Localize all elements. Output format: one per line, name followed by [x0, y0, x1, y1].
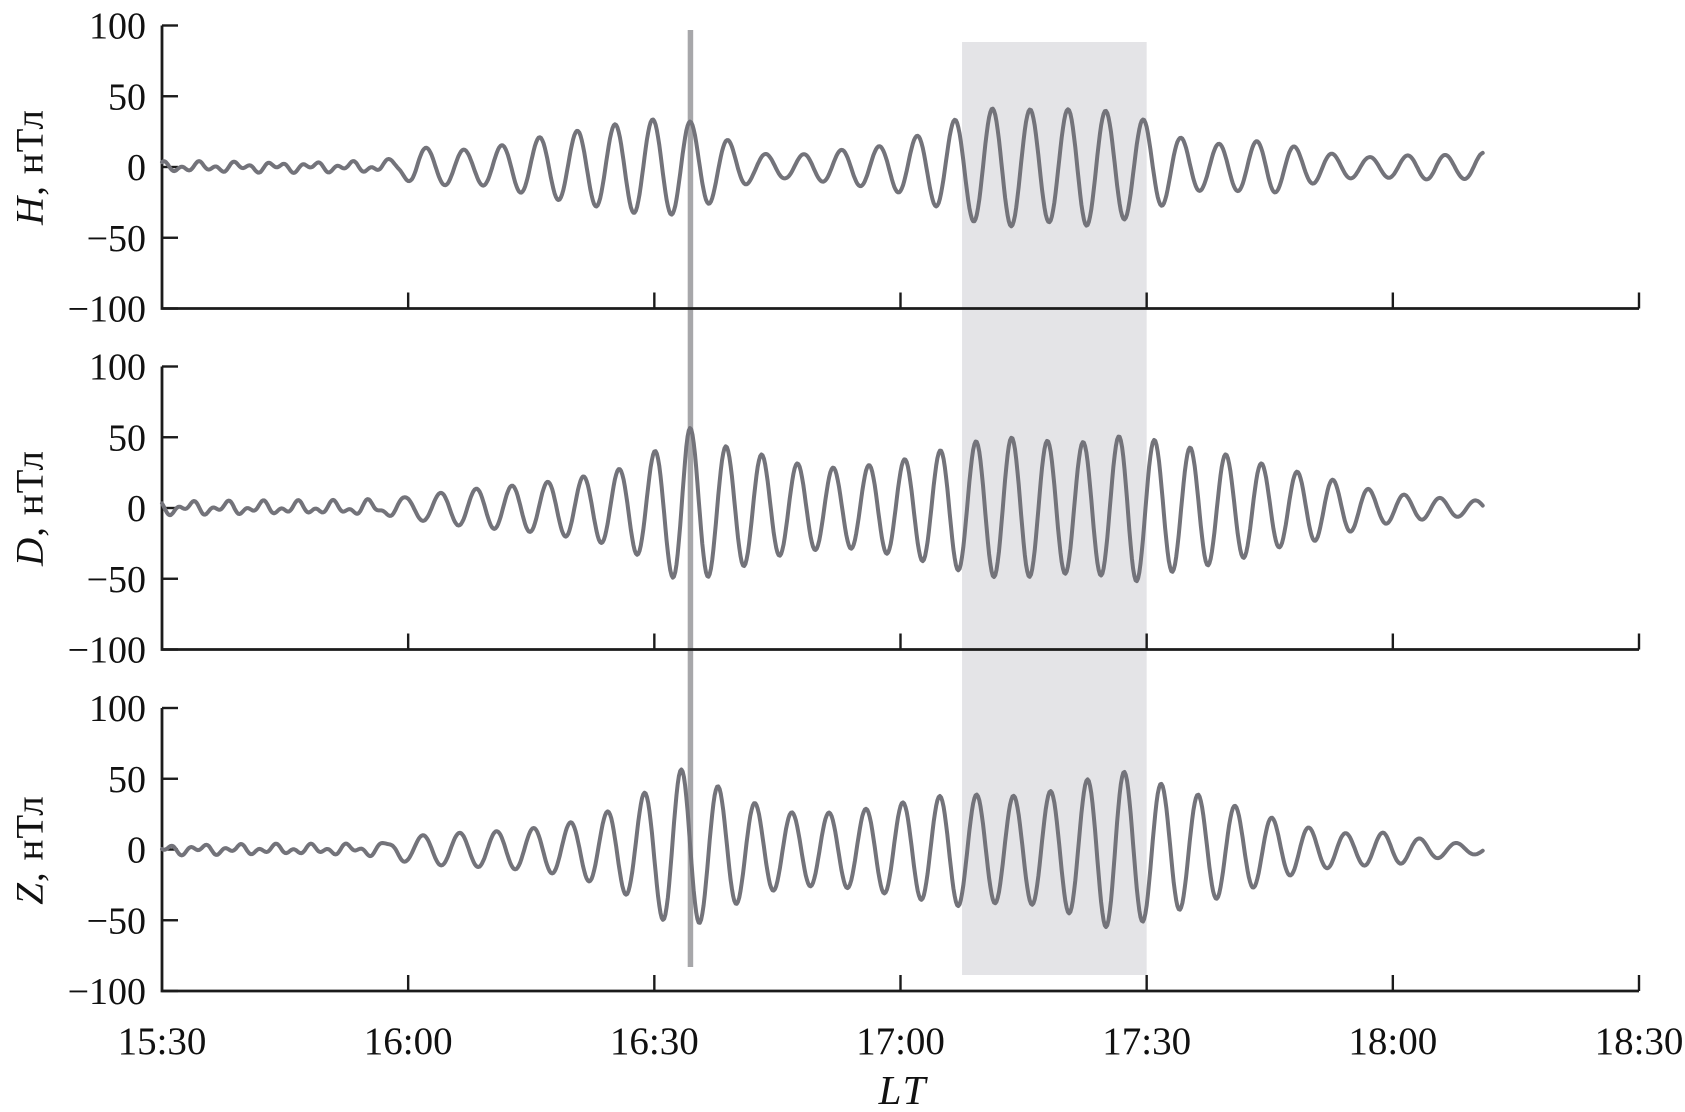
x-tick-label: 17:30 [1102, 1020, 1191, 1063]
y-axis-label-Z-unit: , нТл [8, 794, 52, 882]
panel-Z-axes [160, 708, 1639, 993]
y-tick-label: 50 [108, 417, 146, 459]
y-tick-label: −100 [68, 630, 146, 672]
x-axis-label: LT [878, 1067, 928, 1112]
y-tick-label: 0 [127, 830, 146, 872]
y-tick-label: −50 [87, 900, 146, 942]
y-tick-label: −50 [87, 559, 146, 601]
y-tick-label: 100 [89, 6, 146, 48]
y-tick-label: −100 [68, 971, 146, 1013]
y-axis-label-H-var: H [8, 195, 52, 225]
y-tick-label: 50 [108, 759, 146, 801]
x-tick-label: 18:30 [1595, 1020, 1684, 1063]
y-tick-label: 50 [108, 76, 146, 118]
panel-D-axes [160, 366, 1639, 651]
y-tick-label: −50 [87, 218, 146, 260]
y-tick-label: −100 [68, 289, 146, 331]
y-tick-label: 100 [89, 347, 146, 389]
y-axis-label-H: H, нТл [8, 109, 53, 225]
y-axis-label-Z-var: Z [8, 881, 52, 905]
x-tick-label: 15:30 [118, 1020, 207, 1063]
y-tick-label: 100 [89, 688, 146, 730]
x-tick-label: 16:30 [610, 1020, 699, 1063]
x-tick-label: 17:00 [856, 1020, 945, 1063]
x-tick-label: 16:00 [364, 1020, 453, 1063]
x-tick-label: 18:00 [1348, 1020, 1437, 1063]
series-D-path [160, 426, 1485, 584]
y-tick-label: 0 [127, 147, 146, 189]
y-axis-label-D-unit: , нТл [8, 450, 52, 537]
y-axis-label-D: D, нТл [8, 450, 53, 566]
y-tick-label: 0 [127, 488, 146, 530]
y-axis-label-D-var: D [8, 536, 52, 566]
y-axis-label-Z: Z, нТл [8, 795, 53, 904]
series-H-path [160, 106, 1485, 229]
series-Z-path [160, 767, 1485, 929]
y-axis-label-H-unit: , нТл [8, 109, 52, 196]
